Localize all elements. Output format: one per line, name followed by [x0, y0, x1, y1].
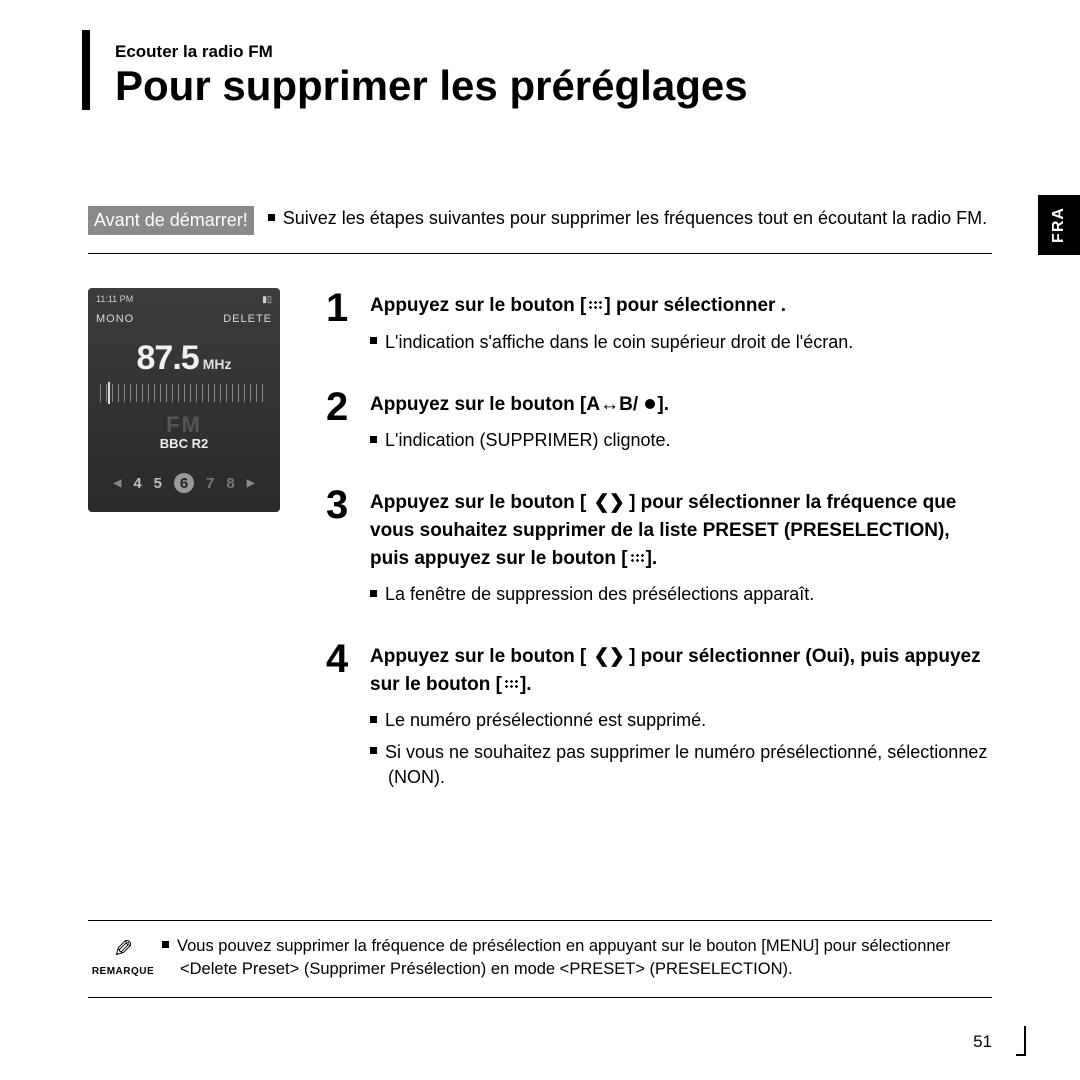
device-screenshot: 11:11 PM ▮▯ MONO DELETE 87.5MHz FM BBC R…	[88, 288, 280, 512]
step-heading: Appuyez sur le bouton [] pour sélectionn…	[370, 292, 992, 320]
step-heading: Appuyez sur le bouton [ ❮ ❯ ] pour sélec…	[370, 489, 992, 572]
device-tuning-scale	[100, 384, 268, 402]
step-number: 4	[326, 639, 370, 796]
device-fm-watermark: FM	[96, 412, 272, 438]
remark-box: ✎ REMARQUE Vous pouvez supprimer la fréq…	[88, 920, 992, 998]
preset-num: 7	[206, 475, 214, 492]
section-label: Ecouter la radio FM	[115, 42, 273, 62]
step-bullet: La fenêtre de suppression des présélecti…	[370, 582, 992, 607]
step-body: Appuyez sur le bouton [A↔B/ ]. L'indicati…	[370, 387, 992, 460]
step-bullets: L'indication (SUPPRIMER) clignote.	[370, 428, 992, 453]
intro-text: Suivez les étapes suivantes pour supprim…	[268, 206, 987, 230]
device-frequency-unit: MHz	[203, 356, 232, 372]
remark-text-content: Vous pouvez supprimer la fréquence de pr…	[177, 937, 950, 978]
device-station-name: BBC R2	[96, 436, 272, 451]
device-frequency-value: 87.5	[137, 339, 199, 377]
language-tab-label: FRA	[1050, 207, 1068, 243]
intro-badge: Avant de démarrer!	[88, 206, 254, 235]
remark-text: Vous pouvez supprimer la fréquence de pr…	[158, 935, 992, 981]
step-body: Appuyez sur le bouton [ ❮ ❯ ] pour sélec…	[370, 485, 992, 613]
device-statusbar: 11:11 PM ▮▯	[96, 294, 272, 305]
step: 4Appuyez sur le bouton [ ❮ ❯ ] pour séle…	[326, 639, 992, 796]
battery-icon: ▮▯	[262, 294, 272, 305]
device-mono-label: MONO	[96, 313, 134, 325]
step-bullet: L'indication s'affiche dans le coin supé…	[370, 330, 992, 355]
step-bullets: L'indication s'affiche dans le coin supé…	[370, 330, 992, 355]
square-bullet-icon	[162, 941, 169, 948]
device-preset-row: ◀ 4 5 6 7 8 ▶	[96, 473, 272, 493]
preset-num: 4	[133, 475, 141, 492]
remark-icon-col: ✎ REMARQUE	[88, 935, 158, 981]
title-rule	[82, 30, 90, 110]
intro-row: Avant de démarrer! Suivez les étapes sui…	[88, 206, 992, 254]
step: 1Appuyez sur le bouton [] pour sélection…	[326, 288, 992, 361]
step: 3Appuyez sur le bouton [ ❮ ❯ ] pour séle…	[326, 485, 992, 613]
page-title: Pour supprimer les préréglages	[115, 62, 748, 110]
step-number: 3	[326, 485, 370, 613]
preset-left-icon: ◀	[114, 478, 122, 489]
language-tab: FRA	[1038, 195, 1080, 255]
square-bullet-icon	[370, 590, 377, 597]
step-body: Appuyez sur le bouton [] pour sélectionn…	[370, 288, 992, 361]
crop-mark-icon	[1016, 1026, 1026, 1056]
step-bullet: L'indication (SUPPRIMER) clignote.	[370, 428, 992, 453]
square-bullet-icon	[370, 436, 377, 443]
device-delete-label: DELETE	[223, 313, 272, 325]
step: 2Appuyez sur le bouton [A↔B/ ]. L'indicat…	[326, 387, 992, 460]
left-right-arrows-icon: ❮ ❯	[594, 646, 622, 667]
page-number: 51	[973, 1032, 992, 1052]
a-b-repeat-icon: A↔B/	[586, 394, 657, 415]
step-number: 1	[326, 288, 370, 361]
step-heading: Appuyez sur le bouton [ ❮ ❯ ] pour sélec…	[370, 643, 992, 698]
step-bullets: Le numéro présélectionné est supprimé. Si…	[370, 708, 992, 790]
left-right-arrows-icon: ❮ ❯	[594, 492, 622, 513]
intro-text-content: Suivez les étapes suivantes pour supprim…	[283, 208, 987, 228]
preset-right-icon: ▶	[247, 478, 255, 489]
steps-list: 1Appuyez sur le bouton [] pour sélection…	[326, 288, 992, 822]
device-time: 11:11 PM	[96, 294, 133, 305]
square-bullet-icon	[268, 214, 275, 221]
step-bullet: Le numéro présélectionné est supprimé.	[370, 708, 992, 733]
pencil-icon: ✎	[88, 935, 158, 964]
preset-num: 8	[226, 475, 234, 492]
device-frequency: 87.5MHz	[96, 339, 272, 378]
step-heading: Appuyez sur le bouton [A↔B/ ].	[370, 391, 992, 419]
square-bullet-icon	[370, 747, 377, 754]
square-bullet-icon	[370, 716, 377, 723]
step-bullet: Si vous ne souhaitez pas supprimer le nu…	[370, 740, 992, 790]
menu-grid-icon	[588, 300, 602, 310]
remark-label: REMARQUE	[88, 966, 158, 977]
step-bullets: La fenêtre de suppression des présélecti…	[370, 582, 992, 607]
preset-num: 5	[154, 475, 162, 492]
menu-grid-icon	[504, 679, 518, 689]
preset-num-selected: 6	[174, 473, 194, 493]
square-bullet-icon	[370, 337, 377, 344]
menu-grid-icon	[630, 553, 644, 563]
record-dot-icon	[645, 399, 655, 409]
step-body: Appuyez sur le bouton [ ❮ ❯ ] pour sélec…	[370, 639, 992, 796]
step-number: 2	[326, 387, 370, 460]
